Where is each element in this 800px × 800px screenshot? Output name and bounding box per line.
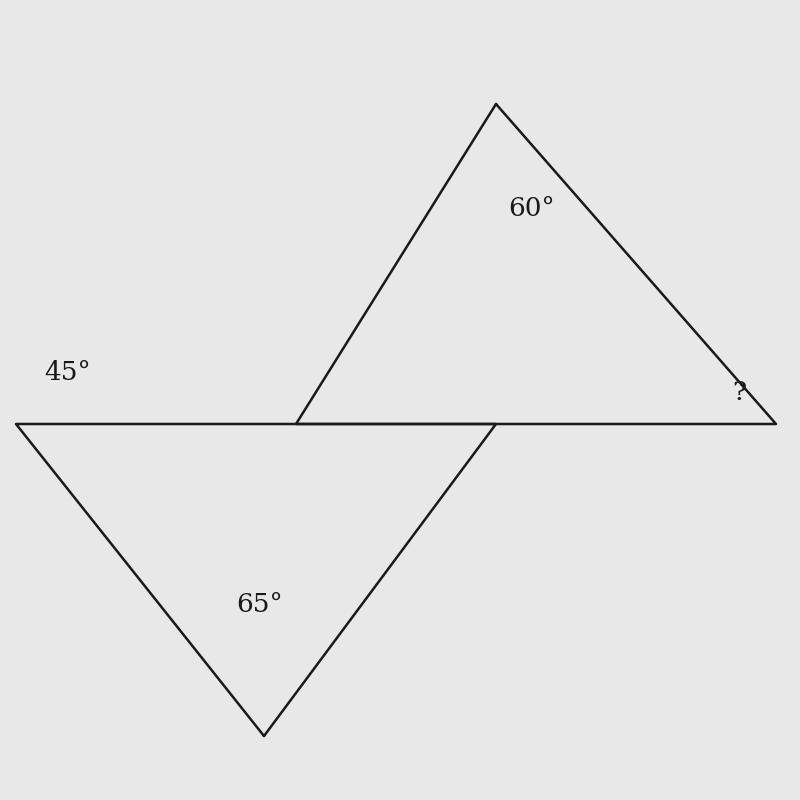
Text: 45°: 45° <box>44 359 90 385</box>
Text: 60°: 60° <box>508 195 554 221</box>
Text: ?: ? <box>732 379 746 405</box>
Text: 65°: 65° <box>236 591 282 617</box>
